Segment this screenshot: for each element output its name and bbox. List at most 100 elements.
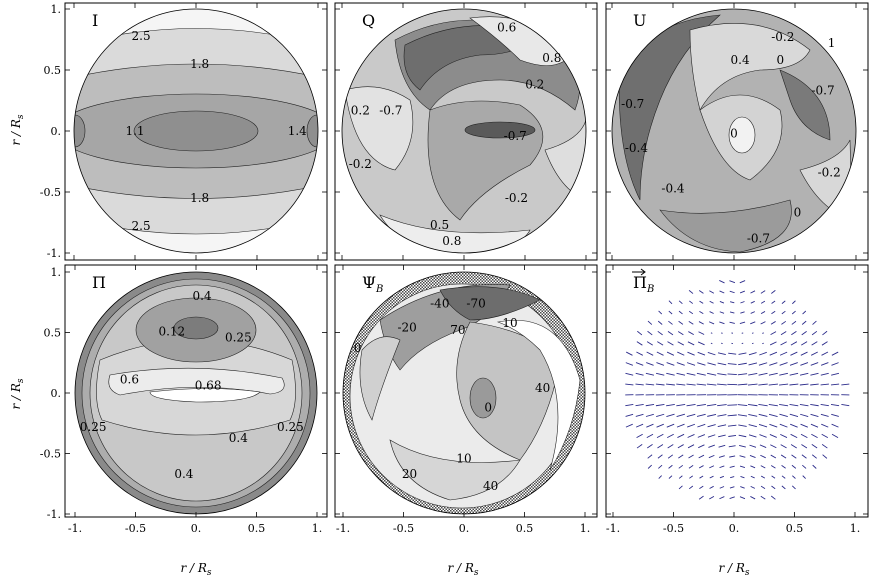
polarization-vector bbox=[750, 496, 756, 500]
polarization-vector bbox=[667, 454, 674, 459]
contour-label: 1.1 bbox=[125, 124, 144, 138]
polarization-vector bbox=[730, 476, 735, 479]
polarization-vector bbox=[657, 320, 663, 325]
polarization-vector bbox=[728, 434, 737, 437]
polarization-vector bbox=[635, 413, 644, 417]
polarization-vector bbox=[717, 373, 727, 376]
polarization-vector bbox=[719, 311, 725, 314]
polarization-vector bbox=[667, 341, 674, 346]
vector-field bbox=[625, 280, 850, 500]
polarization-vector bbox=[656, 351, 664, 356]
x-tick-label: 0. bbox=[729, 522, 740, 535]
polarization-vector bbox=[688, 465, 694, 469]
polarization-vector bbox=[719, 465, 725, 469]
polarization-vector bbox=[811, 330, 818, 336]
polarization-vector bbox=[770, 465, 776, 469]
polarization-vector bbox=[696, 413, 706, 417]
y-tick-label: 1. bbox=[51, 266, 62, 279]
polarization-vector bbox=[678, 464, 684, 469]
polarization-vector bbox=[780, 454, 787, 459]
polarization-vector bbox=[668, 320, 673, 325]
polarization-vector bbox=[719, 301, 725, 304]
contour-label: 0 bbox=[777, 53, 785, 67]
polarization-vector bbox=[771, 475, 776, 479]
polarization-vector bbox=[625, 413, 634, 417]
polarization-vector bbox=[821, 433, 829, 439]
polarization-vector bbox=[781, 320, 787, 325]
polarization-vector bbox=[688, 321, 694, 325]
polarization-vector bbox=[750, 311, 755, 314]
polarization-vector bbox=[646, 351, 654, 356]
polarization-vector bbox=[668, 300, 673, 305]
polarization-vector bbox=[646, 423, 654, 428]
polarization-vector bbox=[820, 372, 829, 376]
polarization-vector bbox=[727, 363, 737, 365]
vector-arrow-head bbox=[640, 268, 646, 276]
polarization-vector bbox=[821, 423, 829, 428]
polarization-vector bbox=[687, 444, 695, 449]
polarization-vector bbox=[635, 404, 644, 407]
polarization-vector bbox=[739, 465, 746, 468]
polarization-vector bbox=[791, 454, 797, 459]
polarization-vector bbox=[698, 290, 704, 294]
polarization-vector bbox=[717, 362, 727, 366]
polarization-vector bbox=[707, 413, 717, 417]
contour-label: 10 bbox=[456, 451, 471, 465]
polarization-vector bbox=[645, 413, 654, 417]
polarization-vector bbox=[625, 362, 634, 366]
panel-polarization-vectors bbox=[605, 264, 869, 518]
polarization-vector bbox=[698, 444, 705, 449]
polarization-vector bbox=[709, 465, 715, 469]
polarization-vector bbox=[666, 383, 675, 386]
contour-label: 0.68 bbox=[195, 379, 222, 393]
polarization-vector bbox=[656, 433, 664, 439]
contour-label: -0.2 bbox=[771, 30, 794, 44]
y-tick-label: -0.5 bbox=[40, 186, 61, 199]
polarization-vector bbox=[801, 341, 808, 346]
polarization-vector bbox=[656, 423, 664, 428]
polarization-vector bbox=[821, 444, 828, 449]
polarization-vector bbox=[811, 341, 818, 346]
polarization-vector bbox=[758, 413, 768, 417]
polarization-vector bbox=[677, 331, 684, 336]
contour-label: 0.4 bbox=[193, 289, 212, 303]
polarization-vector bbox=[709, 475, 714, 479]
x-tick-label: -0.5 bbox=[393, 522, 414, 535]
polarization-vector bbox=[667, 331, 674, 336]
panel-label: U bbox=[633, 11, 646, 30]
polarization-vector bbox=[625, 383, 634, 386]
y-axis-label-bottom: r / Rs bbox=[9, 378, 26, 409]
polarization-vector bbox=[625, 423, 633, 428]
polarization-vector bbox=[768, 383, 778, 386]
polarization-vector bbox=[657, 330, 663, 336]
x-axis-label-left: r / Rs bbox=[180, 561, 211, 578]
contour-label: -0.4 bbox=[661, 181, 685, 195]
y-tick-label: 1. bbox=[51, 3, 62, 16]
panel-label: ΠB bbox=[633, 273, 654, 295]
polarization-vector bbox=[812, 464, 817, 469]
panel-stokes-u bbox=[605, 2, 869, 261]
polarization-vector bbox=[719, 280, 725, 284]
x-tick-label: -0.5 bbox=[125, 522, 146, 535]
polarization-vector bbox=[781, 310, 786, 315]
polarization-vector bbox=[779, 383, 789, 386]
polarization-vector bbox=[719, 290, 725, 294]
polarization-vector bbox=[709, 495, 715, 500]
polarization-vector bbox=[780, 341, 787, 346]
polarization-vector bbox=[739, 321, 746, 325]
polarization-vector bbox=[760, 311, 766, 315]
polarization-vector bbox=[751, 332, 754, 334]
contour-label: 0.4 bbox=[174, 467, 193, 481]
polarization-vector bbox=[696, 372, 706, 376]
polarization-vector bbox=[656, 362, 665, 366]
polarization-vector bbox=[666, 362, 675, 366]
polarization-vector bbox=[759, 351, 767, 356]
polarization-vector bbox=[820, 413, 829, 417]
panel-label: Q bbox=[362, 11, 375, 30]
polarization-vector bbox=[689, 475, 694, 479]
x-axis-label-middle: r / Rs bbox=[447, 561, 478, 578]
polarization-vector bbox=[822, 330, 828, 336]
polarization-vector bbox=[729, 465, 735, 468]
polarization-vector bbox=[709, 311, 714, 314]
polarization-vector bbox=[739, 455, 746, 458]
